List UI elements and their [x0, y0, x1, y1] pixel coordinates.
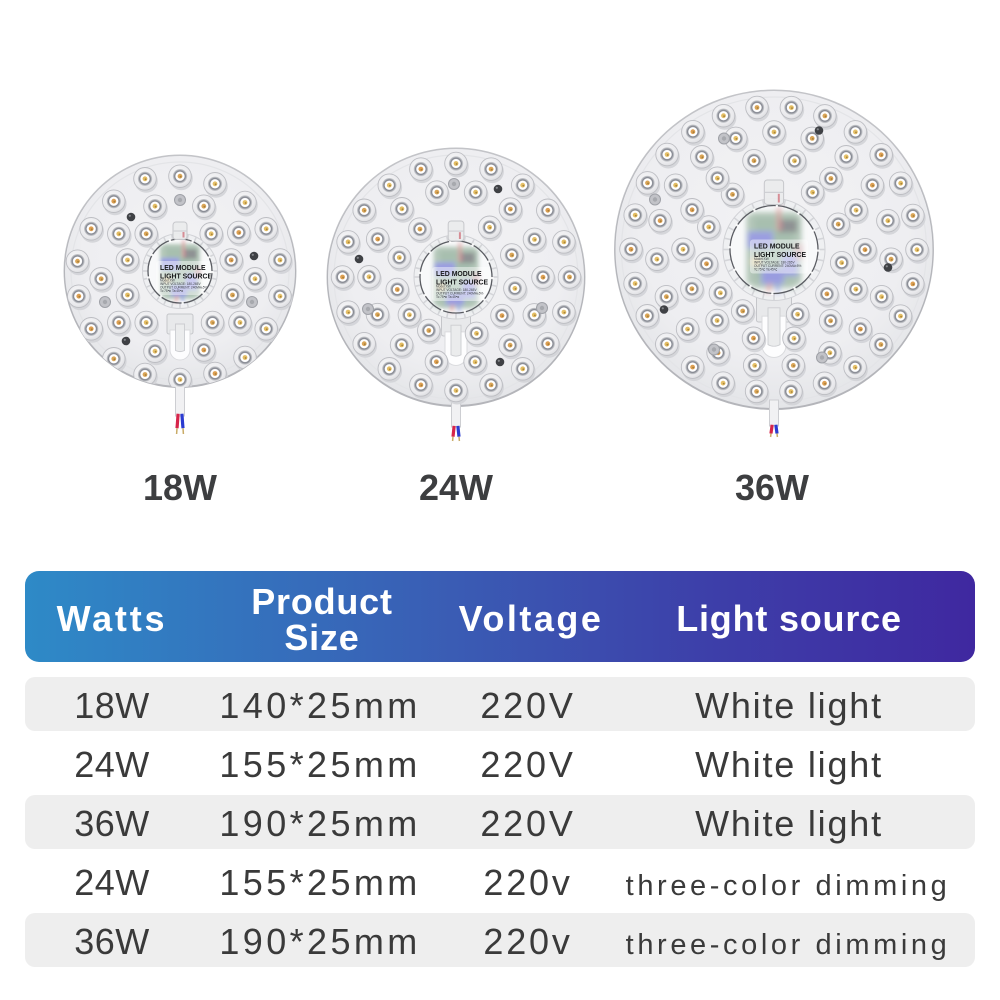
- svg-text:24W: 24W: [419, 467, 493, 508]
- svg-text:Tc:75℃ Ta:45℃: Tc:75℃ Ta:45℃: [436, 295, 460, 299]
- svg-text:LED MODULE: LED MODULE: [754, 244, 800, 251]
- svg-text:Tc:75℃ Ta:45℃: Tc:75℃ Ta:45℃: [754, 268, 778, 272]
- svg-text:36W: 36W: [735, 467, 809, 508]
- svg-text:Model:XW: Model:XW: [754, 257, 769, 261]
- svg-text:INPUT VOLTAGE: 180-265V: INPUT VOLTAGE: 180-265V: [436, 288, 477, 292]
- svg-text:INPUT VOLTAGE: 180-265V: INPUT VOLTAGE: 180-265V: [754, 261, 795, 265]
- svg-text:18W: 18W: [143, 467, 217, 508]
- svg-text:Model:XW: Model:XW: [436, 285, 451, 289]
- svg-text:LIGHT SOURCE: LIGHT SOURCE: [160, 274, 212, 281]
- svg-text:LIGHT SOURCE: LIGHT SOURCE: [754, 252, 806, 259]
- svg-text:LED MODULE: LED MODULE: [160, 265, 206, 272]
- svg-text:Tc:75℃ Ta:45℃: Tc:75℃ Ta:45℃: [160, 289, 184, 293]
- svg-text:LIGHT SOURCE: LIGHT SOURCE: [436, 280, 488, 287]
- svg-text:OUTPUT CURRENT: 240MA±5%: OUTPUT CURRENT: 240MA±5%: [754, 264, 802, 268]
- svg-text:LED MODULE: LED MODULE: [436, 271, 482, 278]
- svg-text:OUTPUT CURRENT: 240MA±5%: OUTPUT CURRENT: 240MA±5%: [436, 292, 484, 296]
- svg-text:Model:XW: Model:XW: [160, 279, 175, 283]
- svg-text:OUTPUT CURRENT: 240MA±5%: OUTPUT CURRENT: 240MA±5%: [160, 286, 208, 290]
- svg-text:INPUT VOLTAGE: 180-265V: INPUT VOLTAGE: 180-265V: [160, 282, 201, 286]
